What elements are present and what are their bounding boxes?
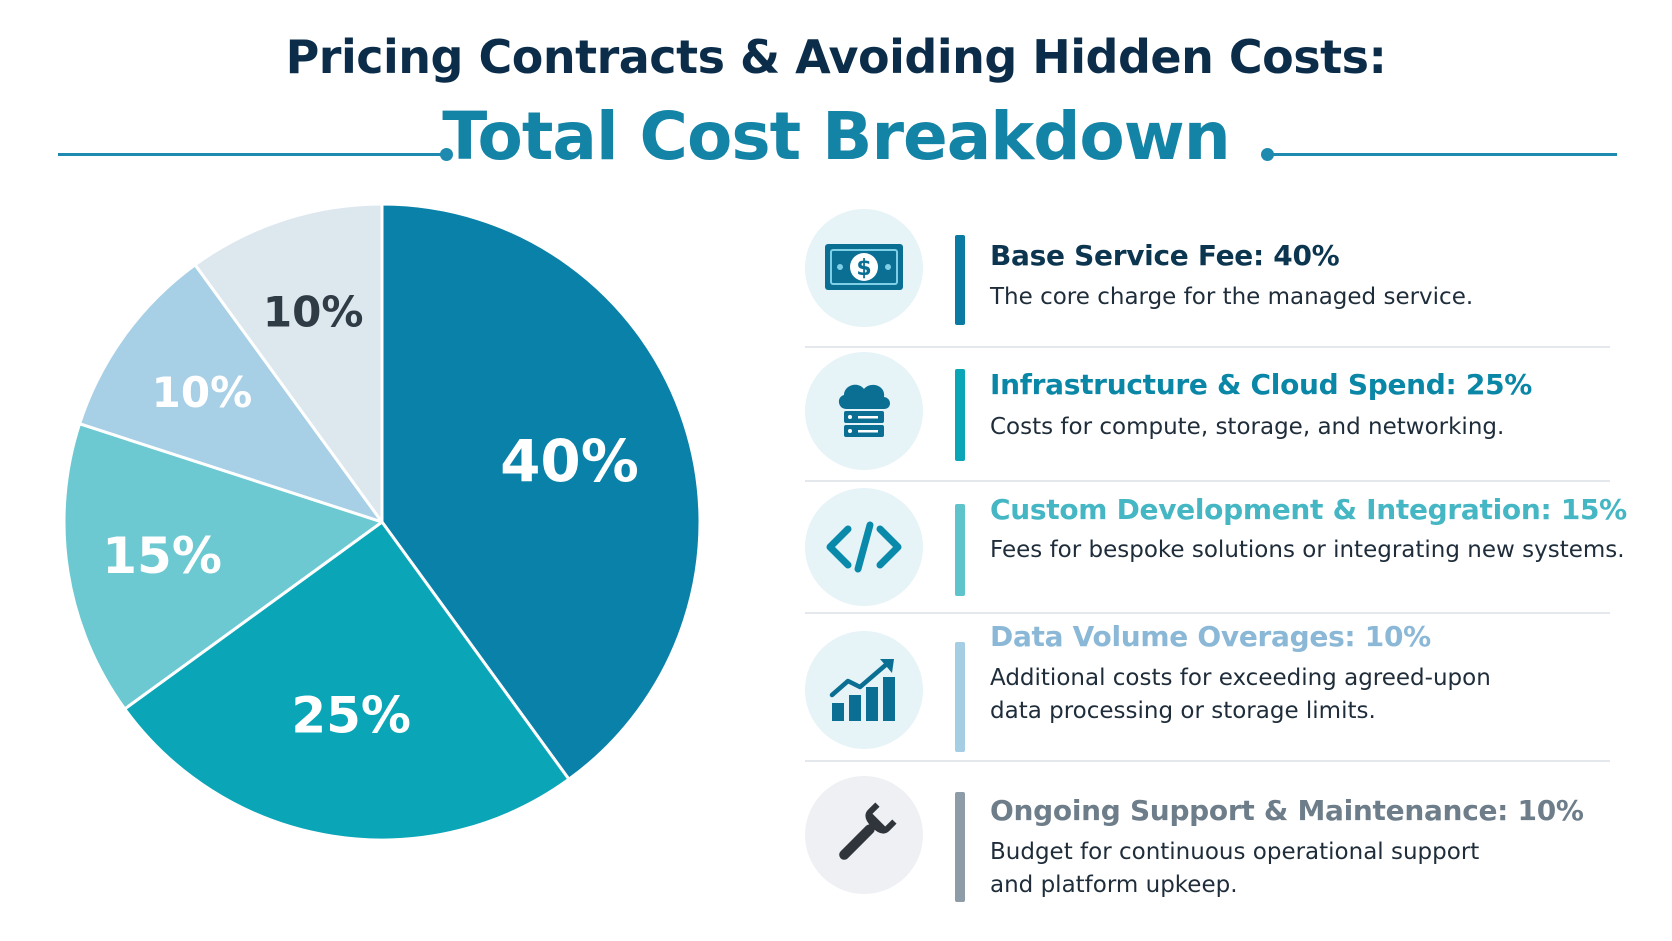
code-icon bbox=[826, 521, 902, 573]
legend-accent-bar bbox=[955, 504, 965, 596]
pie-label-2: 15% bbox=[102, 527, 222, 585]
legend-accent-bar bbox=[955, 792, 965, 902]
subtitle: Total Cost Breakdown bbox=[442, 98, 1230, 175]
pie-slice-2 bbox=[62, 422, 384, 711]
legend-item-infrastructure: Infrastructure & Cloud Spend: 25% Costs … bbox=[805, 352, 1615, 470]
pie-label-4: 10% bbox=[263, 287, 364, 336]
legend-item-ongoing-support: Ongoing Support & Maintenance: 10% Budge… bbox=[805, 770, 1615, 910]
pie-label-0: 40% bbox=[500, 427, 639, 495]
legend-accent-bar bbox=[955, 235, 965, 325]
pie-chart: 40% 25% 15% 10%10% bbox=[62, 202, 702, 842]
legend-item-custom-development: Custom Development & Integration: 15% Fe… bbox=[805, 488, 1627, 606]
legend-divider bbox=[805, 480, 1610, 482]
pie-slice-0 bbox=[380, 202, 702, 781]
wrench-icon bbox=[839, 802, 897, 860]
cloud-server-icon bbox=[838, 384, 890, 437]
legend-divider bbox=[805, 760, 1610, 762]
legend-divider bbox=[805, 612, 1610, 614]
code-icon-circle bbox=[805, 488, 923, 606]
legend-item-title: Data Volume Overages: 10% bbox=[990, 620, 1431, 653]
legend-item-title: Base Service Fee: 40% bbox=[990, 239, 1340, 272]
legend-item-description: The core charge for the managed service. bbox=[990, 284, 1474, 310]
money-icon: $ bbox=[825, 244, 903, 290]
legend-item-description: Additional costs for exceeding agreed-up… bbox=[990, 665, 1491, 724]
legend-item-description: Fees for bespoke solutions or integratin… bbox=[990, 537, 1625, 563]
legend-item-title: Custom Development & Integration: 15% bbox=[990, 493, 1627, 526]
money-icon-circle: $ bbox=[805, 209, 923, 327]
legend-accent-bar bbox=[955, 369, 965, 461]
wrench-icon-circle bbox=[805, 776, 923, 894]
pie-label-1: 25% bbox=[291, 687, 411, 745]
legend-item-description: Budget for continuous operational suppor… bbox=[990, 839, 1480, 898]
svg-text:$: $ bbox=[856, 256, 871, 281]
subtitle-rule-left bbox=[58, 153, 444, 156]
legend-divider bbox=[805, 346, 1610, 348]
legend-accent-bar bbox=[955, 642, 965, 752]
legend-item-title: Ongoing Support & Maintenance: 10% bbox=[990, 794, 1584, 827]
pie-slice-4 bbox=[193, 202, 384, 524]
page-title: Pricing Contracts & Avoiding Hidden Cost… bbox=[285, 30, 1387, 84]
cloud-server-icon-circle bbox=[805, 352, 923, 470]
subtitle-dot-left bbox=[440, 148, 453, 161]
pie-slice-1 bbox=[123, 520, 571, 842]
legend-item-data-volume: Data Volume Overages: 10% Additional cos… bbox=[805, 620, 1615, 760]
growth-chart-icon-circle bbox=[805, 631, 923, 749]
legend-item-title: Infrastructure & Cloud Spend: 25% bbox=[990, 368, 1533, 401]
subtitle-rule-right bbox=[1265, 153, 1617, 156]
subtitle-row: Total Cost Breakdown bbox=[0, 98, 1672, 182]
pie-slice-3 bbox=[78, 263, 384, 524]
pie-label-3: 10% bbox=[152, 368, 253, 417]
legend-item-base-service-fee: $ Base Service Fee: 40% The core charge … bbox=[805, 209, 1615, 327]
legend-item-description: Costs for compute, storage, and networki… bbox=[990, 414, 1505, 440]
growth-chart-icon bbox=[829, 659, 895, 721]
